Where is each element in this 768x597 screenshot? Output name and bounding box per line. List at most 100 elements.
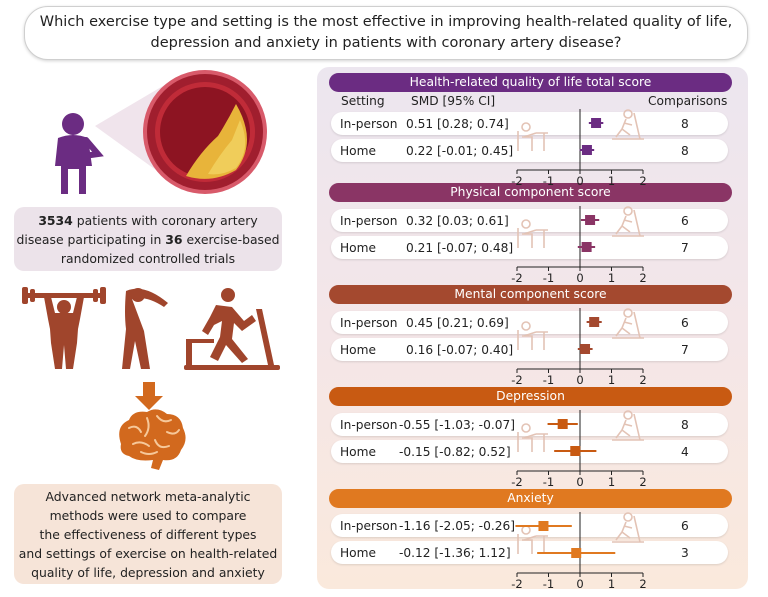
point-estimate-marker: [538, 521, 549, 531]
title-line-2: depression and anxiety in patients with …: [150, 35, 622, 51]
brain-icon: [119, 409, 186, 470]
setting-column-header: Setting: [341, 94, 385, 108]
x-tick-label: 1: [608, 174, 615, 188]
methods-line: methods were used to compare: [49, 507, 247, 523]
smd-column-header: SMD [95% CI]: [411, 94, 496, 108]
x-tick-label: -1: [543, 174, 554, 188]
x-tick-label: 1: [608, 577, 615, 591]
x-tick-label: -2: [511, 373, 522, 387]
methods-line: the effectiveness of different types: [39, 526, 257, 542]
x-tick-label: 2: [639, 271, 646, 285]
x-tick-label: 2: [639, 577, 646, 591]
patient-chest-pain-icon: [55, 113, 104, 194]
row-comparisons: 6: [681, 214, 689, 228]
row-comparisons: 8: [681, 418, 689, 432]
row-comparisons: 4: [681, 445, 689, 459]
forest-row: [331, 139, 728, 162]
forest-row: [331, 541, 728, 564]
row-comparisons: 8: [681, 144, 689, 158]
row-smd: 0.21 [-0.07; 0.48]: [406, 241, 514, 255]
x-tick-label: -1: [543, 271, 554, 285]
x-tick-label: -1: [543, 577, 554, 591]
x-tick-label: 0: [576, 577, 583, 591]
row-smd: 0.22 [-0.01; 0.45]: [406, 144, 514, 158]
point-estimate-marker: [581, 145, 592, 155]
treadmill-icon: [612, 512, 644, 543]
point-estimate-marker: [580, 344, 591, 354]
row-setting: In-person: [340, 117, 398, 131]
patients-text-1: patients with coronary artery: [72, 212, 258, 228]
row-setting: In-person: [340, 418, 398, 432]
point-estimate-marker: [585, 215, 596, 225]
section-header: Health-related quality of life total sco…: [329, 73, 732, 92]
row-comparisons: 8: [681, 117, 689, 131]
patients-summary-box: 3534 patients with coronary artery disea…: [14, 207, 282, 271]
treadmill-icon: [612, 109, 644, 140]
methods-line: and settings of exercise on health-relat…: [18, 545, 278, 561]
row-setting: Home: [340, 343, 376, 357]
x-tick-label: 2: [639, 475, 646, 489]
home-desk-icon: [517, 122, 548, 151]
treadmill-icon: [612, 308, 644, 339]
row-comparisons: 7: [681, 241, 689, 255]
comparisons-column-header: Comparisons: [648, 94, 728, 108]
x-tick-label: 0: [576, 271, 583, 285]
x-tick-label: 0: [576, 174, 583, 188]
home-desk-icon: [517, 321, 548, 350]
row-smd: -0.12 [-1.36; 1.12]: [399, 546, 511, 560]
row-setting: Home: [340, 144, 376, 158]
row-comparisons: 6: [681, 519, 689, 533]
x-tick-label: 2: [639, 373, 646, 387]
patient-artery-illustration: [55, 70, 267, 194]
trials-count: 36: [165, 231, 183, 247]
point-estimate-marker: [591, 118, 602, 128]
section-title: Physical component score: [450, 185, 611, 199]
row-setting: Home: [340, 546, 376, 560]
point-estimate-marker: [570, 446, 581, 456]
row-setting: In-person: [340, 519, 398, 533]
treadmill-icon: [184, 288, 280, 370]
x-tick-label: -2: [511, 174, 522, 188]
page-title: Which exercise type and setting is the m…: [24, 6, 748, 60]
row-smd: -0.15 [-0.82; 0.52]: [399, 445, 511, 459]
x-tick-label: -2: [511, 577, 522, 591]
patients-line-2: disease participating in 36 exercise-bas…: [17, 230, 280, 249]
row-setting: Home: [340, 241, 376, 255]
patients-text-3: exercise-based: [182, 231, 280, 247]
point-estimate-marker: [557, 419, 568, 429]
methods-summary-box: Advanced network meta-analytic methods w…: [14, 484, 282, 584]
methods-line: Advanced network meta-analytic: [45, 488, 251, 504]
section-header: Mental component score: [329, 285, 732, 304]
forest-row: [331, 236, 728, 259]
patients-line-1: 3534 patients with coronary artery: [38, 211, 257, 230]
stretching-icon: [122, 288, 168, 369]
section-title: Mental component score: [454, 287, 607, 301]
row-smd: 0.45 [0.21; 0.69]: [406, 316, 509, 330]
section-title: Health-related quality of life total sco…: [409, 75, 652, 89]
point-estimate-marker: [589, 317, 600, 327]
point-estimate-marker: [571, 548, 582, 558]
x-tick-label: 1: [608, 373, 615, 387]
x-tick-label: -1: [543, 475, 554, 489]
patients-line-3: randomized controlled trials: [60, 250, 236, 266]
down-arrow-icon: [135, 382, 163, 410]
x-tick-label: 1: [608, 475, 615, 489]
row-setting: In-person: [340, 214, 398, 228]
row-smd: 0.51 [0.28; 0.74]: [406, 117, 509, 131]
row-smd: -0.55 [-1.03; -0.07]: [399, 418, 515, 432]
row-comparisons: 6: [681, 316, 689, 330]
forest-row: [331, 440, 728, 463]
row-smd: 0.32 [0.03; 0.61]: [406, 214, 509, 228]
home-desk-icon: [517, 423, 548, 452]
row-smd: -1.16 [-2.05; -0.26]: [399, 519, 515, 533]
x-tick-label: -2: [511, 271, 522, 285]
section-header: Anxiety: [329, 489, 732, 508]
weightlifting-icon: [22, 287, 106, 369]
row-smd: 0.16 [-0.07; 0.40]: [406, 343, 514, 357]
artery-cross-section-icon: [143, 70, 267, 194]
x-tick-label: 0: [576, 373, 583, 387]
home-desk-icon: [517, 219, 548, 248]
row-comparisons: 7: [681, 343, 689, 357]
point-estimate-marker: [581, 242, 592, 252]
